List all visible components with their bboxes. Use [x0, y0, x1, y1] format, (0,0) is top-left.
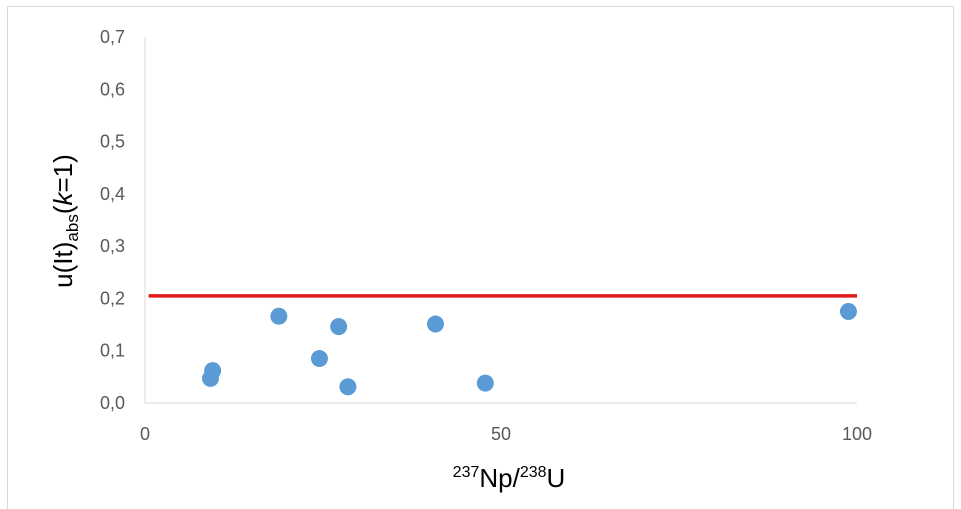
data-points — [202, 303, 857, 396]
x-axis-title-base2: U — [547, 463, 566, 493]
y-axis-title-pre: ( — [48, 205, 78, 214]
y-axis-title-base: u(It) — [48, 242, 78, 288]
x-tick-labels: 0 50 100 — [140, 424, 872, 444]
data-point — [310, 350, 328, 368]
y-axis-title-italic: k — [48, 190, 78, 205]
y-axis-title-post: =1) — [48, 154, 78, 192]
y-tick-label: 0,1 — [100, 341, 125, 361]
x-tick-label: 50 — [491, 424, 511, 444]
chart-frame — [7, 6, 954, 509]
y-tick-labels: 0,0 0,1 0,2 0,3 0,4 0,5 0,6 0,7 — [100, 27, 125, 413]
data-point — [270, 307, 288, 325]
data-point — [330, 318, 348, 336]
data-point — [426, 315, 444, 333]
x-tick-label: 100 — [842, 424, 872, 444]
y-tick-label: 0,2 — [100, 288, 125, 308]
y-tick-label: 0,4 — [100, 184, 125, 204]
data-point — [204, 362, 222, 380]
y-axis-title: u(It)abs(k=1) — [48, 154, 82, 288]
y-axis-title-sub: abs — [63, 214, 82, 241]
x-axis-title-sup2: 238 — [520, 464, 547, 481]
data-point — [339, 378, 357, 396]
x-tick-label: 0 — [140, 424, 150, 444]
data-point — [476, 374, 494, 392]
x-axis-title-sup1: 237 — [453, 464, 480, 481]
y-tick-label: 0,3 — [100, 236, 125, 256]
y-tick-label: 0,6 — [100, 79, 125, 99]
y-tick-label: 0,5 — [100, 132, 125, 152]
y-tick-label: 0,0 — [100, 393, 125, 413]
data-point — [839, 303, 857, 320]
x-axis-title: 237Np/238U — [453, 463, 566, 493]
y-tick-label: 0,7 — [100, 27, 125, 47]
x-axis-title-base1: Np/ — [479, 463, 520, 493]
